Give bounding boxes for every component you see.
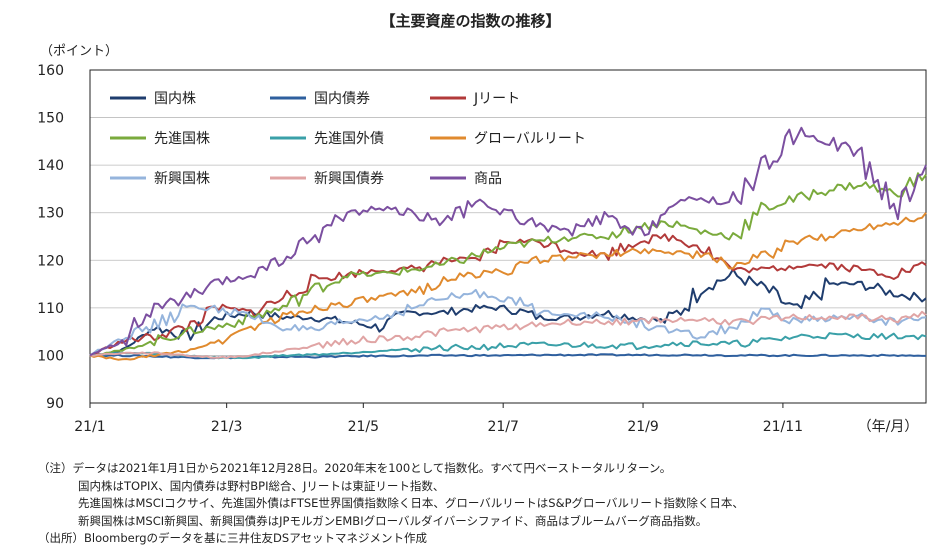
series-line-7 xyxy=(89,310,927,359)
chart-title: 【主要資産の指数の推移】 xyxy=(380,12,561,30)
x-tick-label-2: 21/5 xyxy=(348,419,379,435)
note-line-2: 国内株はTOPIX、国内債券は野村BPI総合、Jリートは東証リート指数、 xyxy=(78,478,445,493)
y-tick-label-90: 90 xyxy=(46,396,64,412)
note-line-3: 先進国株はMSCIコクサイ、先進国外債はFTSE世界国債指数除く日本、グローバル… xyxy=(78,496,744,510)
x-tick-label-3: 21/7 xyxy=(487,419,518,435)
y-tick-label-130: 130 xyxy=(37,206,64,222)
y-tick-label-100: 100 xyxy=(37,348,64,364)
y-tick-label-160: 160 xyxy=(37,63,64,79)
x-axis-unit-label: （年/月） xyxy=(858,419,919,435)
x-tick-label-0: 21/1 xyxy=(74,419,105,435)
x-tick-label-5: 21/11 xyxy=(763,419,803,435)
x-tick-label-4: 21/9 xyxy=(627,419,658,435)
x-tick-label-1: 21/3 xyxy=(211,419,242,435)
legend-label-3: 先進国株 xyxy=(154,131,210,147)
series-line-2 xyxy=(89,233,927,357)
y-tick-label-140: 140 xyxy=(37,158,64,174)
legend-label-1: 国内債券 xyxy=(314,91,370,107)
y-axis-unit-label: （ポイント） xyxy=(40,44,119,59)
y-tick-label-110: 110 xyxy=(37,301,64,317)
legend-label-5: グローバルリート xyxy=(474,131,586,147)
legend-label-4: 先進国外債 xyxy=(314,131,384,147)
y-tick-label-150: 150 xyxy=(37,111,64,127)
legend-label-0: 国内株 xyxy=(154,91,196,107)
series-line-5 xyxy=(89,212,927,361)
plot-frame xyxy=(89,69,927,404)
legend-label-7: 新興国債券 xyxy=(314,171,384,187)
legend-label-2: Jリート xyxy=(473,91,520,107)
source-note: （出所）Bloombergのデータを基に三井住友DSアセットマネジメント作成 xyxy=(38,531,427,545)
series-line-6 xyxy=(89,288,927,357)
legend-label-6: 新興国株 xyxy=(154,171,210,187)
chart-notes: （注）データは2021年1月1日から2021年12月28日。2020年末を100… xyxy=(38,460,744,548)
series-line-3 xyxy=(89,172,927,357)
series-line-8 xyxy=(89,126,927,357)
note-line-4: 新興国株はMSCI新興国、新興国債券はJPモルガンEMBIグローバルダイバーシフ… xyxy=(78,513,708,528)
note-line-1: （注）データは2021年1月1日から2021年12月28日。2020年末を100… xyxy=(38,461,672,475)
line-chart: 90 100 110 120 130 140 150 160 21/1 21/3 21/5 21/7 2… xyxy=(37,63,927,435)
legend-label-8: 商品 xyxy=(474,171,502,187)
y-tick-label-120: 120 xyxy=(37,253,64,269)
